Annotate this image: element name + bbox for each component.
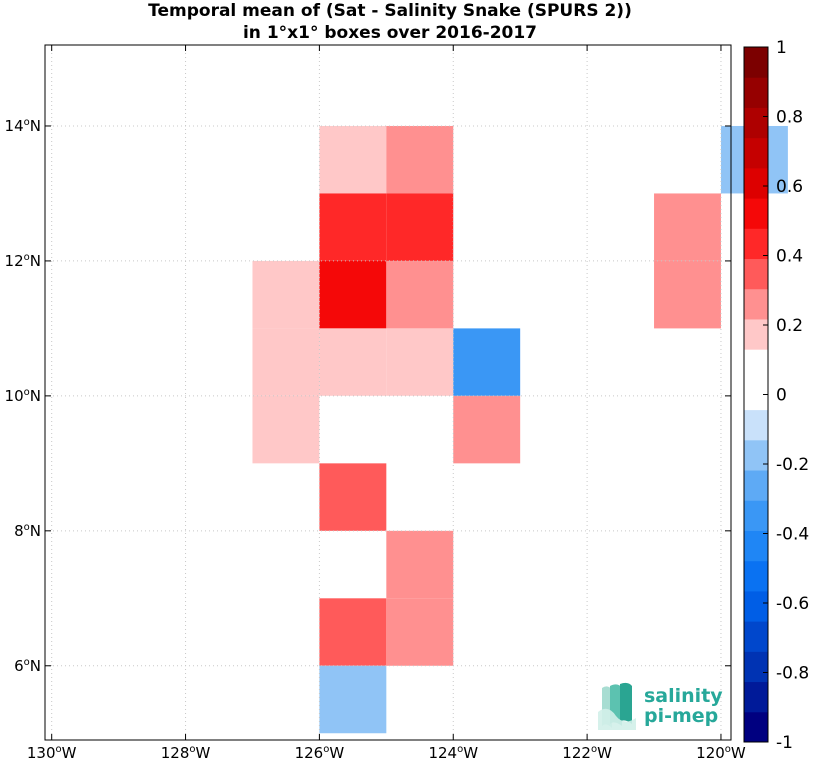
heatmap-cell	[453, 395, 521, 464]
colorbar-segment	[744, 47, 768, 78]
heatmap-cell	[319, 598, 387, 666]
colorbar-tick-label: 0.8	[776, 108, 803, 128]
colorbar-tick-label: 1	[776, 38, 787, 58]
y-tick-label: 14oN	[5, 117, 41, 135]
y-tick-label: 12oN	[5, 252, 41, 270]
heatmap-cell	[386, 125, 454, 194]
colorbar-segment	[744, 318, 768, 350]
logo-text-pi-mep: pi-mep	[644, 705, 719, 727]
heatmap-cell	[319, 463, 387, 531]
colorbar-segment	[744, 439, 768, 471]
ticks-layer: 130oW 128oW 126oW 124oW 122oW 120oW 6oN 8oN 10oN…	[5, 45, 746, 762]
colorbar-segment	[744, 228, 768, 260]
heatmap-cell	[453, 328, 521, 396]
heatmap-cell	[386, 598, 454, 666]
colorbar-segment	[744, 651, 768, 683]
colorbar-segment	[744, 681, 768, 713]
logo-text-salinity: salinity	[644, 685, 723, 707]
colorbar-segment	[744, 137, 768, 169]
heatmap-cell	[386, 193, 454, 261]
colorbar-segment	[744, 107, 768, 139]
heatmap-cell	[386, 395, 454, 464]
plot-frame	[44, 44, 732, 741]
heatmap-cell	[386, 260, 454, 329]
x-tick-label: 128oW	[161, 744, 211, 762]
y-tick-label: 6oN	[14, 657, 41, 675]
colorbar-tick-label: 0.6	[776, 177, 803, 197]
colorbar-segment	[744, 500, 768, 531]
heatmap-cell	[319, 328, 387, 396]
x-tick-label: 126oW	[295, 744, 345, 762]
heatmap-cell	[654, 260, 721, 329]
x-tick-label: 122oW	[562, 744, 612, 762]
colorbar-tick-label: -0.6	[776, 594, 809, 614]
colorbar-segment	[744, 288, 768, 320]
colorbar-tick-label: -0.8	[776, 664, 809, 684]
heatmap-cell	[319, 260, 387, 329]
y-tick-label: 10oN	[5, 387, 41, 405]
x-tick-label: 130oW	[27, 744, 77, 762]
heatmap-cell	[252, 395, 320, 464]
heatmap-cell	[252, 328, 320, 396]
heatmap-cell	[319, 193, 387, 261]
heatmap-cell	[386, 530, 454, 599]
colorbar-segment	[744, 621, 768, 652]
colorbar-segment	[744, 530, 768, 562]
heatmap-cell	[319, 665, 387, 734]
x-tick-label: 124oW	[428, 744, 478, 762]
logo-waves-icon	[598, 682, 636, 730]
colorbar-segment	[744, 470, 768, 501]
heatmap-cell	[252, 260, 320, 329]
x-tick-label: 120oW	[696, 744, 746, 762]
chart-title: Temporal mean of (Sat - Salinity Snake (…	[0, 0, 780, 44]
colorbar-tick-label: -0.2	[776, 455, 809, 475]
colorbar-tick-label: -1	[776, 733, 793, 753]
colorbar-tick-label: 0	[776, 386, 787, 406]
cells-layer	[252, 125, 788, 734]
colorbar-segment	[744, 77, 768, 108]
colorbar-segment	[744, 409, 768, 441]
colorbar-segment	[744, 198, 768, 229]
colorbar-tick-label: -0.4	[776, 525, 809, 545]
colorbar-segment	[744, 258, 768, 290]
colorbar-segment	[744, 711, 768, 743]
salinity-pi-mep-logo: salinity pi-mep	[594, 682, 724, 732]
colorbar-tick-label: 0.4	[776, 247, 803, 267]
chart-title-line-2: in 1°x1° boxes over 2016-2017	[242, 23, 538, 43]
heatmap-cell	[319, 125, 387, 194]
chart-title-line-1: Temporal mean of (Sat - Salinity Snake (…	[148, 1, 632, 21]
heatmap-cell	[319, 395, 387, 464]
colorbar-segment	[744, 349, 768, 380]
colorbar-segment	[744, 560, 768, 592]
colorbar-segment	[744, 590, 768, 622]
y-tick-label: 8oN	[14, 522, 41, 540]
heatmap-cell	[654, 193, 721, 261]
colorbar-segment	[744, 167, 768, 199]
heatmap-cell	[386, 328, 454, 396]
colorbar: -1 -0.8 -0.6 -0.4 -0.2 0 0.2 0.4 0.6 0.8 1	[743, 38, 809, 753]
colorbar-tick-label: 0.2	[776, 316, 803, 336]
